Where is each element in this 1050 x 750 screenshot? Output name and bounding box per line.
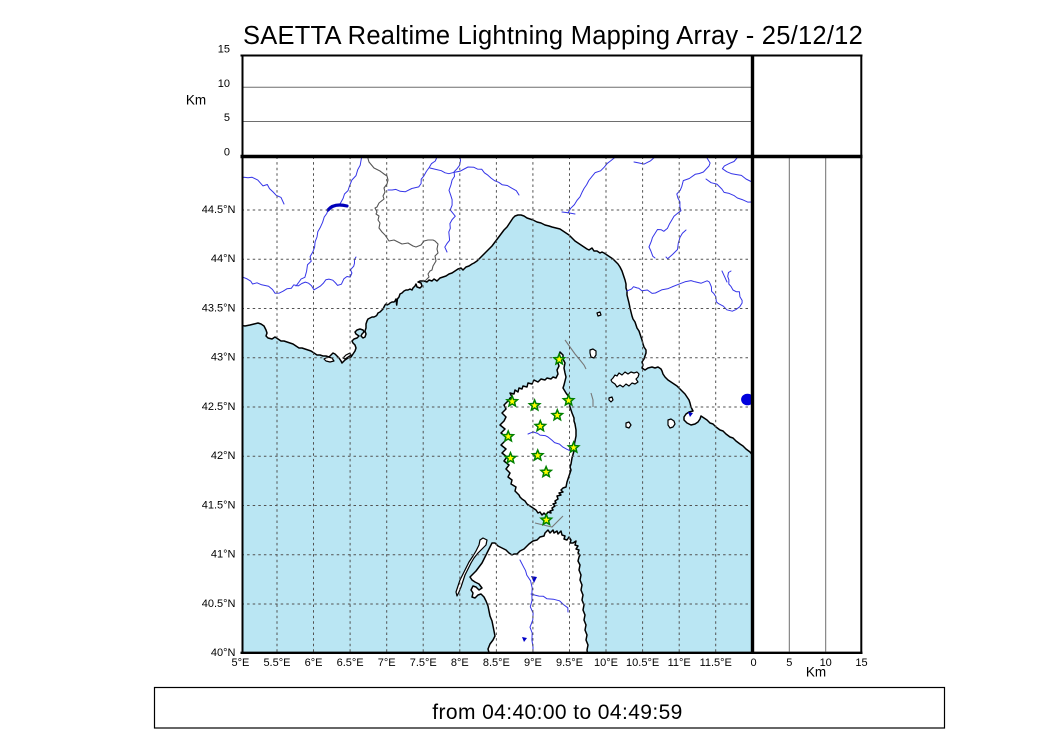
svg-text:6°E: 6°E xyxy=(305,657,323,669)
svg-text:10: 10 xyxy=(218,78,230,90)
svg-text:from 04:40:00 to 04:49:59: from 04:40:00 to 04:49:59 xyxy=(432,701,683,724)
svg-text:40.5°N: 40.5°N xyxy=(202,598,236,610)
svg-text:42°N: 42°N xyxy=(211,450,236,462)
svg-text:11.5°E: 11.5°E xyxy=(700,657,732,669)
svg-text:5: 5 xyxy=(786,657,792,669)
svg-text:8°E: 8°E xyxy=(451,657,469,669)
svg-text:5°E: 5°E xyxy=(231,657,249,669)
svg-text:44.5°N: 44.5°N xyxy=(202,204,236,216)
svg-text:15: 15 xyxy=(855,657,867,669)
svg-text:41.5°N: 41.5°N xyxy=(202,499,236,511)
svg-text:SAETTA Realtime Lightning Mapp: SAETTA Realtime Lightning Mapping Array … xyxy=(243,22,863,50)
svg-text:10°E: 10°E xyxy=(594,657,618,669)
svg-text:8.5°E: 8.5°E xyxy=(483,657,510,669)
svg-text:10: 10 xyxy=(820,657,832,669)
svg-text:Km: Km xyxy=(186,93,206,108)
svg-text:0: 0 xyxy=(224,147,230,159)
svg-text:43.5°N: 43.5°N xyxy=(202,302,236,314)
svg-text:Km: Km xyxy=(806,665,826,680)
svg-text:42.5°N: 42.5°N xyxy=(202,401,236,413)
svg-text:40°N: 40°N xyxy=(211,647,236,659)
svg-text:7.5°E: 7.5°E xyxy=(410,657,437,669)
svg-text:9°E: 9°E xyxy=(524,657,542,669)
svg-text:11°E: 11°E xyxy=(668,657,691,669)
svg-text:0: 0 xyxy=(750,657,756,669)
svg-text:15: 15 xyxy=(218,43,230,55)
svg-text:7°E: 7°E xyxy=(378,657,396,669)
svg-text:5: 5 xyxy=(224,112,230,124)
svg-text:44°N: 44°N xyxy=(211,253,236,265)
svg-text:6.5°E: 6.5°E xyxy=(337,657,364,669)
svg-text:5.5°E: 5.5°E xyxy=(263,657,290,669)
svg-text:10.5°E: 10.5°E xyxy=(626,657,659,669)
svg-text:41°N: 41°N xyxy=(211,549,236,561)
svg-text:9.5°E: 9.5°E xyxy=(556,657,583,669)
svg-text:43°N: 43°N xyxy=(211,352,236,364)
